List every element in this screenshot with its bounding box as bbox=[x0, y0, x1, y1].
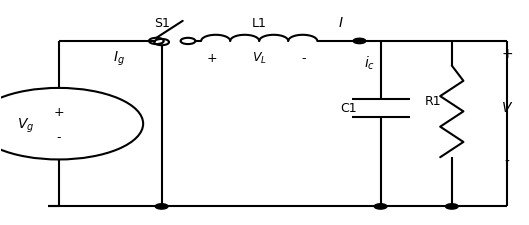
Circle shape bbox=[156, 204, 168, 209]
Text: R1: R1 bbox=[425, 95, 442, 108]
Text: $V_L$: $V_L$ bbox=[252, 51, 267, 66]
Circle shape bbox=[353, 38, 366, 44]
Circle shape bbox=[374, 204, 387, 209]
Text: $V_g$: $V_g$ bbox=[17, 117, 35, 135]
Text: -: - bbox=[505, 155, 509, 169]
Text: +: + bbox=[206, 52, 217, 65]
Text: +: + bbox=[501, 47, 513, 61]
Text: +: + bbox=[53, 106, 64, 119]
Circle shape bbox=[445, 204, 458, 209]
Text: C1: C1 bbox=[341, 101, 357, 115]
Text: $i_c$: $i_c$ bbox=[364, 55, 376, 72]
Text: $I_g$: $I_g$ bbox=[113, 50, 125, 68]
Text: $V$: $V$ bbox=[501, 101, 513, 115]
Text: -: - bbox=[57, 130, 61, 144]
Text: S1: S1 bbox=[154, 17, 170, 29]
Text: $I$: $I$ bbox=[338, 16, 344, 30]
Text: L1: L1 bbox=[252, 17, 267, 29]
Text: -: - bbox=[302, 52, 306, 65]
